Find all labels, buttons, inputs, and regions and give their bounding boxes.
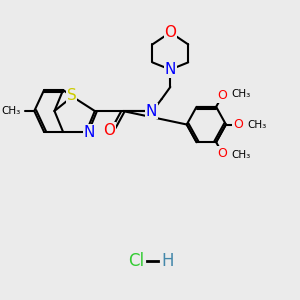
Text: CH₃: CH₃ (247, 119, 266, 130)
Text: N: N (83, 125, 95, 140)
Text: CH₃: CH₃ (2, 106, 21, 116)
Text: CH₃: CH₃ (231, 151, 251, 160)
Text: O: O (217, 147, 227, 160)
Text: H: H (161, 252, 174, 270)
Text: N: N (165, 62, 176, 77)
Text: Cl: Cl (128, 252, 144, 270)
Text: O: O (164, 25, 176, 40)
Text: O: O (217, 89, 227, 102)
Text: O: O (103, 123, 115, 138)
Text: CH₃: CH₃ (231, 88, 251, 98)
Text: N: N (146, 103, 157, 118)
Text: O: O (233, 118, 243, 131)
Text: S: S (67, 88, 76, 103)
